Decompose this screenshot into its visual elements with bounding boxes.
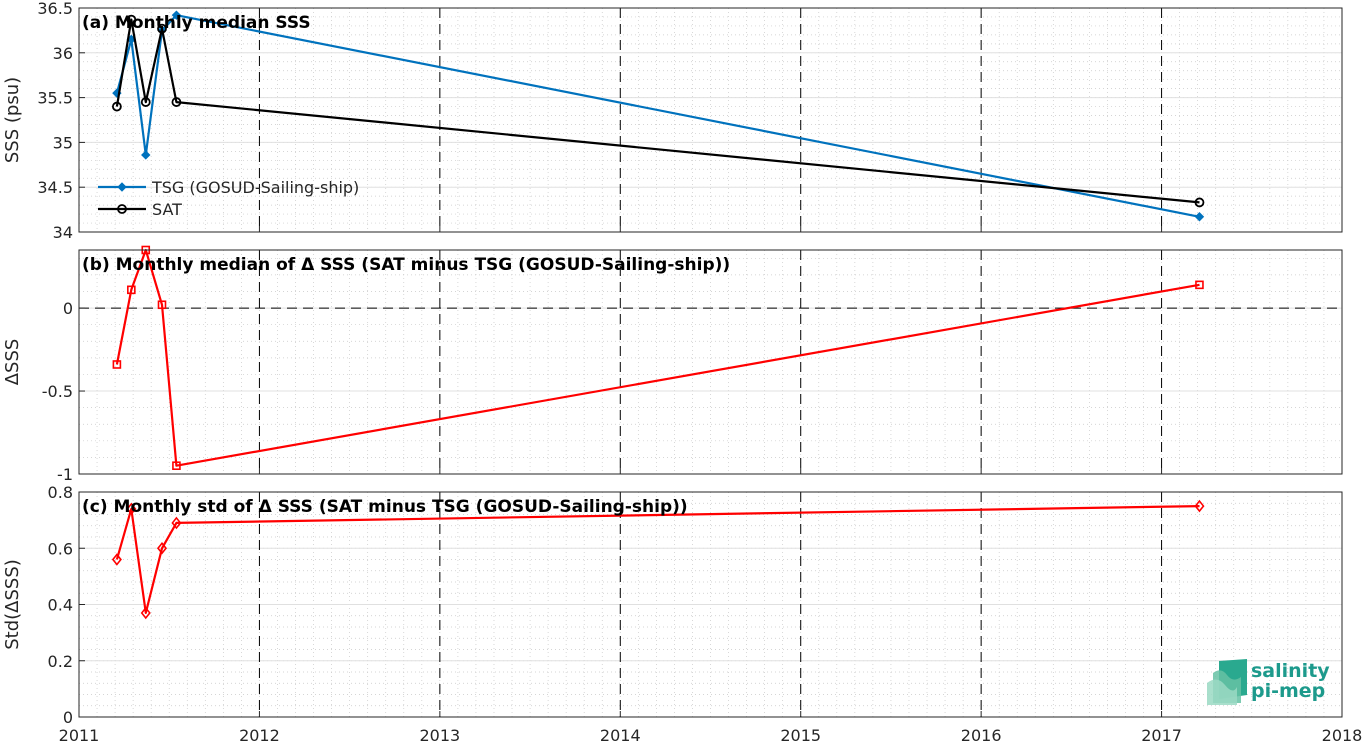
data-point	[1195, 280, 1204, 290]
x-tick-label: 2018	[1322, 726, 1363, 745]
data-point	[112, 360, 122, 369]
y-tick-label: 35.5	[37, 89, 73, 108]
panel-title: (c) Monthly std of Δ SSS (SAT minus TSG …	[82, 497, 688, 517]
plot-frame	[78, 249, 1343, 475]
data-point	[171, 10, 182, 20]
y-tick-label: 34.5	[37, 178, 73, 197]
x-tick-label: 2013	[419, 726, 460, 745]
y-axis-label: ΔSSS	[2, 339, 23, 386]
y-tick-label: -1	[57, 465, 73, 484]
x-tick-label: 2012	[239, 726, 280, 745]
data-point	[172, 461, 181, 471]
y-tick-label: 0.4	[48, 596, 73, 615]
data-point	[171, 97, 182, 107]
panel-title: (a) Monthly median SSS	[82, 13, 311, 33]
series-line	[115, 505, 1200, 615]
series-line	[115, 248, 1200, 467]
plot-frame	[78, 7, 1343, 233]
y-tick-label: 35	[53, 133, 73, 152]
y-tick-label: 0.6	[48, 539, 73, 558]
data-point	[140, 606, 151, 620]
data-point	[171, 516, 182, 530]
series-line	[115, 18, 1200, 204]
legend-marker	[117, 204, 127, 214]
y-tick-label: 36	[53, 44, 73, 63]
y-tick-label: 0	[63, 299, 73, 318]
y-axis-label: Std(ΔSSS)	[2, 559, 23, 650]
data-point	[111, 553, 122, 566]
data-point	[141, 150, 151, 160]
series-line	[115, 14, 1200, 218]
x-tick-label: 2011	[59, 726, 100, 745]
y-tick-label: 34	[53, 223, 73, 242]
data-point	[126, 14, 137, 25]
data-point	[156, 541, 168, 555]
legend-label: SAT	[152, 200, 182, 219]
data-point	[127, 285, 136, 295]
panel-title: (b) Monthly median of Δ SSS (SAT minus T…	[82, 255, 730, 275]
data-point	[140, 97, 151, 107]
series-1	[111, 499, 1205, 620]
x-tick-label: 2016	[961, 726, 1002, 745]
legend-marker	[117, 182, 127, 192]
y-axis-label: SSS (psu)	[2, 77, 23, 163]
x-tick-label: 2014	[600, 726, 641, 745]
logo-text-line1: salinity	[1251, 660, 1330, 682]
y-tick-label: 0.2	[48, 652, 73, 671]
data-point	[1194, 499, 1205, 513]
y-tick-label: -0.5	[42, 382, 73, 401]
legend-label: TSG (GOSUD-Sailing-ship)	[151, 178, 359, 197]
data-point	[111, 101, 122, 112]
logo-text-line2: pi-mep	[1251, 680, 1325, 702]
series-2	[111, 14, 1205, 208]
x-tick-label: 2015	[780, 726, 821, 745]
y-tick-label: 36.5	[37, 0, 73, 18]
x-tick-label: 2017	[1141, 726, 1182, 745]
salinity-pi-mep-logo: salinity pi-mep	[1207, 659, 1330, 705]
panel-3: 0 0.2 0.4 0.6 0.8 2011 2012 2013 2014 2015 2016 201…	[2, 483, 1362, 745]
data-point	[157, 300, 167, 310]
y-tick-label: 0	[63, 708, 73, 727]
data-point	[126, 502, 137, 516]
logo-wave-3	[1207, 679, 1237, 705]
data-point	[1194, 212, 1205, 222]
data-point	[157, 23, 167, 34]
panel-1: 34 34.5 35 35.5 36 36.5 SSS (psu) (a) Monthly m…	[2, 0, 1343, 242]
legend: TSG (GOSUD-Sailing-ship) SAT	[98, 178, 359, 219]
y-tick-label: 0.8	[48, 483, 73, 502]
data-point	[1194, 197, 1205, 208]
panel-2: -1 -0.5 0 ΔSSS (b) Monthly median of Δ SSS (…	[2, 245, 1343, 484]
